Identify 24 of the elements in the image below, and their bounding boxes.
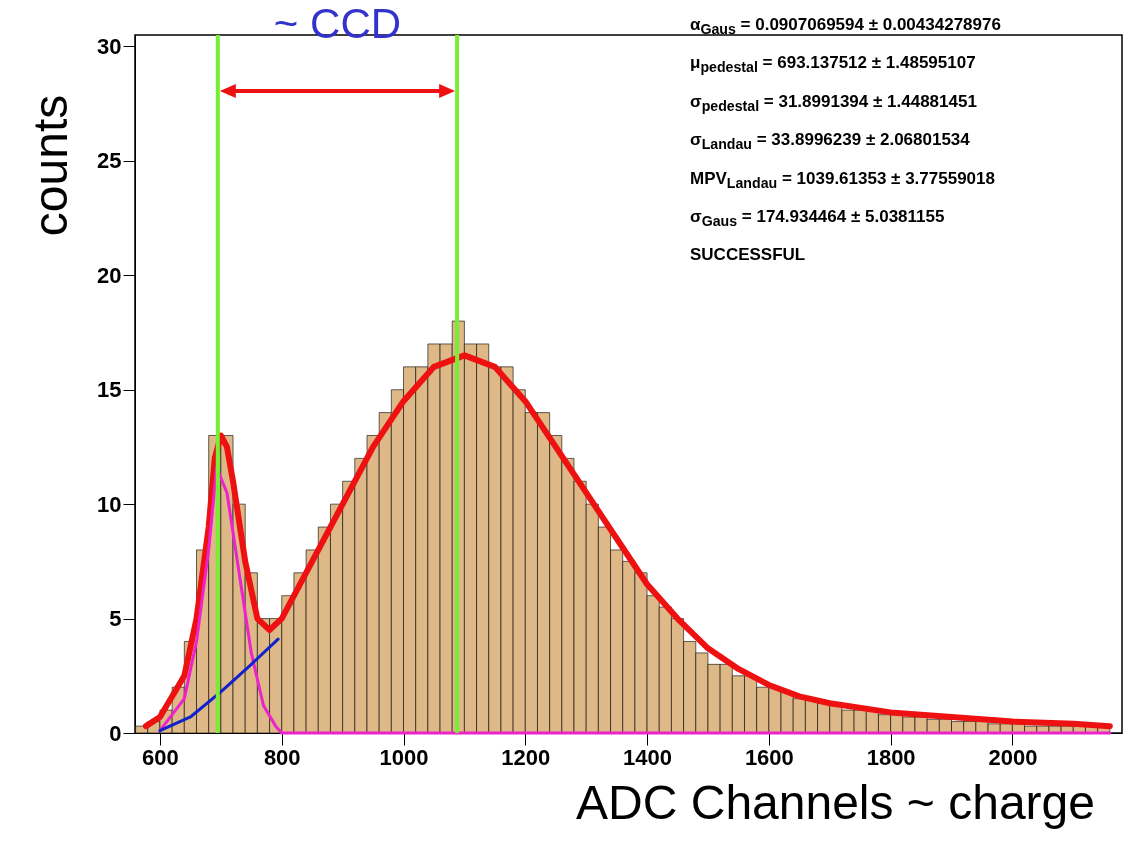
annotation: α$_{Gaus}$ = 0.0907069594 ± 0.00434278976 (690, 14, 1001, 40)
x-tick-label: 1000 (379, 744, 429, 770)
annotation: SUCCESSFUL (690, 244, 807, 267)
y-axis-title: counts (24, 94, 78, 237)
x-tick-label: 1400 (623, 744, 673, 770)
x-tick-label: 2000 (988, 744, 1038, 770)
y-tick-label: 10 (97, 491, 122, 517)
y-tick-label: 0 (109, 720, 122, 746)
y-tick-label: 15 (97, 377, 122, 403)
x-tick-label: 600 (142, 744, 179, 770)
x-tick-label: 1800 (866, 744, 916, 770)
annotation: σ$_{Gaus}$ = 174.934464 ± 5.0381155 (690, 205, 946, 232)
y-tick-label: 25 (97, 148, 122, 174)
annotation: μ$_{pedestal}$ = 693.137512 ± 1.48595107 (690, 52, 977, 78)
x-axis-title: ADC Channels ~ charge (576, 775, 1095, 829)
x-tick-label: 1200 (501, 744, 551, 770)
annotation: σ$_{Landau}$ = 33.8996239 ± 2.06801534 (690, 129, 971, 155)
x-tick-label: 1600 (744, 744, 794, 770)
x-tick-label: 800 (263, 744, 301, 770)
annotation: σ$_{pedestal}$ = 31.8991394 ± 1.44881451 (690, 90, 978, 117)
y-tick-label: 30 (97, 33, 122, 59)
annotation: MPV$_{Landau}$ = 1039.61353 ± 3.77559018 (690, 167, 996, 193)
y-tick-label: 20 (97, 262, 122, 288)
y-tick-label: 5 (109, 606, 122, 632)
